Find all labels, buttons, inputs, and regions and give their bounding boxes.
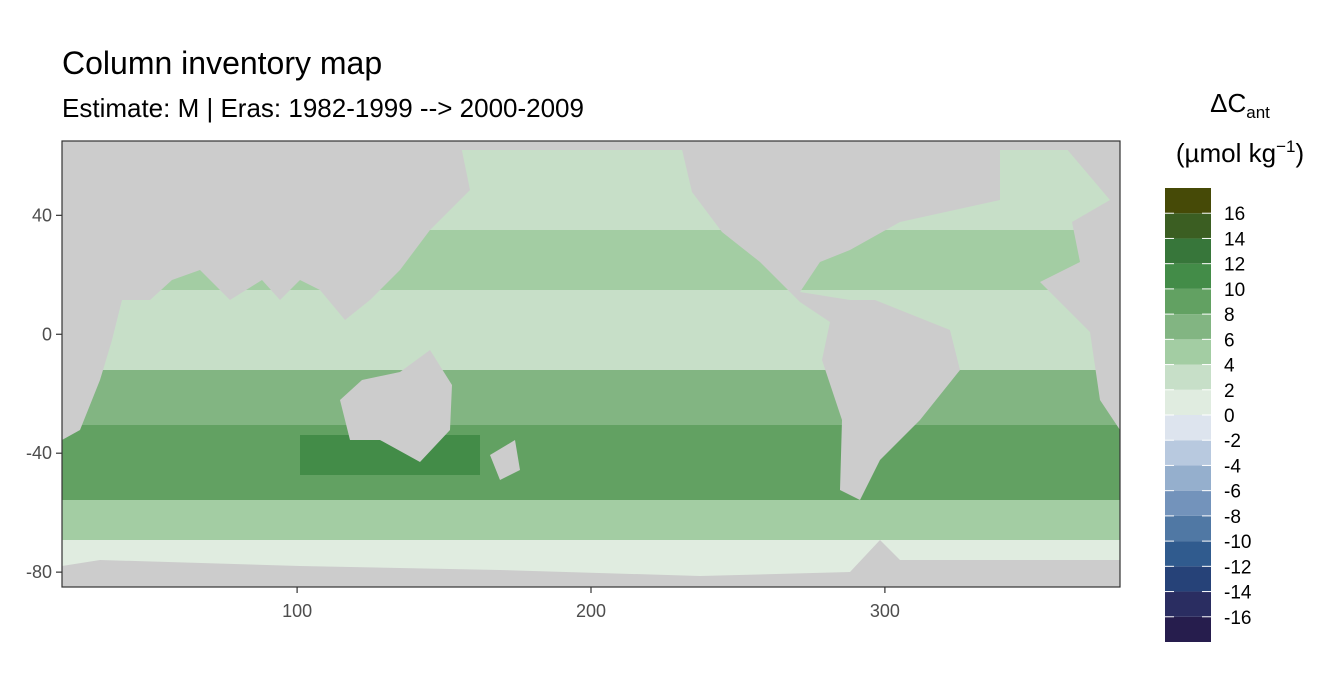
y-tick-label: -40 xyxy=(26,443,52,463)
x-tick-label: 200 xyxy=(576,601,606,621)
legend-tick-label: 6 xyxy=(1224,330,1235,351)
legend-swatch xyxy=(1165,364,1211,390)
legend-swatch xyxy=(1165,288,1211,315)
x-tick-label: 100 xyxy=(282,601,312,621)
ocean-band xyxy=(62,500,1120,540)
legend-swatch xyxy=(1165,213,1211,239)
legend-swatch xyxy=(1165,591,1211,617)
legend-swatch xyxy=(1165,263,1211,289)
chart-subtitle: Estimate: M | Eras: 1982-1999 --> 2000-2… xyxy=(62,93,584,123)
legend-tick-label: 8 xyxy=(1224,305,1235,326)
legend-swatch xyxy=(1165,616,1211,642)
legend-tick-label: -8 xyxy=(1224,507,1241,528)
legend-superscript: −1 xyxy=(1276,137,1295,156)
legend-swatch xyxy=(1165,465,1211,491)
legend-swatch xyxy=(1165,188,1211,214)
legend-tick-label: 2 xyxy=(1224,381,1235,402)
legend-swatch xyxy=(1165,339,1211,365)
legend-tick-label: 14 xyxy=(1224,229,1246,250)
y-tick-label: 0 xyxy=(42,324,52,344)
legend-tick-label: -14 xyxy=(1224,583,1252,604)
land xyxy=(490,440,520,480)
legend-tick-label: 16 xyxy=(1224,204,1245,225)
legend-swatch xyxy=(1165,490,1211,516)
legend-swatch xyxy=(1165,566,1211,592)
legend-unit-text: (µmol kg xyxy=(1176,138,1276,168)
legend-tick-label: -12 xyxy=(1224,557,1251,578)
ocean-band xyxy=(62,370,1120,425)
ocean-band xyxy=(62,290,1120,370)
land xyxy=(1040,141,1120,430)
legend-tick-label: -10 xyxy=(1224,532,1251,553)
legend-swatch xyxy=(1165,389,1211,415)
land xyxy=(680,141,1000,500)
land xyxy=(62,540,1120,587)
legend-symbol: ΔC xyxy=(1210,88,1246,118)
legend-swatch xyxy=(1165,515,1211,542)
legend-close: ) xyxy=(1295,138,1304,168)
legend-subscript: ant xyxy=(1246,103,1270,122)
legend-tick-label: -16 xyxy=(1224,608,1251,629)
legend-tick-label: 4 xyxy=(1224,356,1235,377)
chart-title: Column inventory map xyxy=(62,45,382,81)
legend-swatch xyxy=(1165,415,1211,441)
land xyxy=(62,141,470,440)
legend-tick-label: -6 xyxy=(1224,482,1241,503)
legend-tick-label: 0 xyxy=(1224,406,1235,427)
legend-swatch xyxy=(1165,238,1211,264)
legend-swatch xyxy=(1165,440,1211,466)
legend-tick-label: -2 xyxy=(1224,431,1241,452)
legend-title: ΔCant xyxy=(1210,88,1270,122)
legend-swatch xyxy=(1165,314,1211,340)
x-tick-label: 300 xyxy=(870,601,900,621)
legend-swatch xyxy=(1165,541,1211,567)
ocean-band xyxy=(62,425,1120,500)
legend-tick-label: 10 xyxy=(1224,280,1245,301)
y-tick-label: -80 xyxy=(26,562,52,582)
map xyxy=(62,141,1120,587)
y-tick-label: 40 xyxy=(32,205,52,225)
land xyxy=(340,350,452,462)
legend-unit: (µmol kg−1) xyxy=(1176,137,1304,168)
legend-tick-label: -4 xyxy=(1224,456,1241,477)
legend-tick-label: 12 xyxy=(1224,255,1245,276)
